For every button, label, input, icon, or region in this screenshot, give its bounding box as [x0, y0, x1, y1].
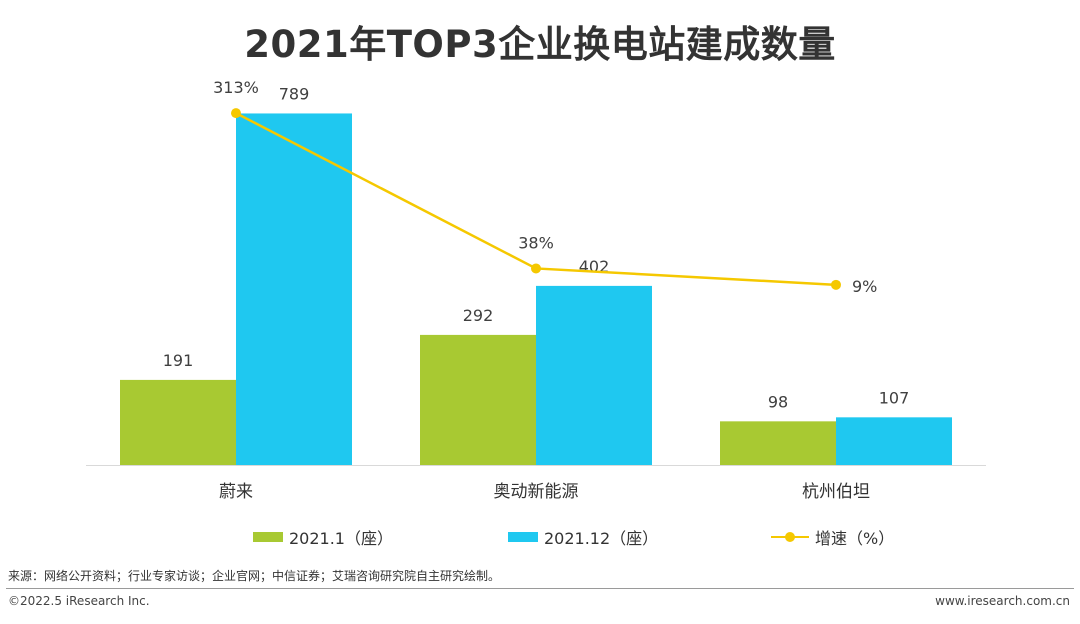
- bar-jan-2: [720, 421, 836, 465]
- growth-point-0: [231, 108, 241, 119]
- bar-label-dec-0: 789: [279, 84, 310, 103]
- source-note: 来源：网络公开资料；行业专家访谈；企业官网；中信证券；艾瑞咨询研究院自主研究绘制…: [8, 569, 501, 583]
- copyright: ©2022.5 iResearch Inc.: [8, 594, 150, 608]
- legend-label-2021-1: 2021.1（座）: [289, 529, 393, 548]
- legend-label-2021-12: 2021.12（座）: [544, 529, 659, 548]
- growth-label-1: 38%: [518, 233, 554, 252]
- website-link[interactable]: www.iresearch.com.cn: [935, 594, 1070, 608]
- bar-dec-1: [536, 285, 652, 465]
- growth-point-2: [831, 279, 841, 290]
- growth-point-1: [531, 263, 541, 274]
- chart-title: 2021年TOP3企业换电站建成数量: [244, 23, 836, 66]
- x-tick-label-1: 奥动新能源: [494, 482, 579, 502]
- legend-item-2021-12: 2021.12（座）: [508, 526, 658, 548]
- bar-label-jan-2: 98: [768, 392, 788, 411]
- x-tick-label-2: 杭州伯坦: [802, 482, 870, 502]
- growth-label-2: 9%: [852, 277, 877, 296]
- bar-dec-2: [836, 417, 952, 465]
- footer-divider: [6, 588, 1074, 589]
- legend-label-growth: 增速（%）: [815, 529, 895, 548]
- legend-item-growth: 增速（%）: [771, 526, 894, 548]
- legend-swatch-2021-12: [508, 532, 538, 542]
- bar-label-jan-1: 292: [463, 306, 494, 325]
- legend-swatch-2021-1: [253, 532, 283, 542]
- bar-label-jan-0: 191: [163, 351, 194, 370]
- bar-jan-1: [420, 334, 536, 465]
- legend-item-2021-1: 2021.1（座）: [253, 526, 393, 548]
- x-tick-label-0: 蔚来: [219, 482, 253, 502]
- bar-label-dec-2: 107: [879, 388, 910, 407]
- legend-swatch-growth: [771, 532, 809, 542]
- bar-jan-0: [120, 379, 236, 465]
- growth-label-0: 313%: [213, 78, 259, 97]
- bar-dec-0: [236, 113, 352, 465]
